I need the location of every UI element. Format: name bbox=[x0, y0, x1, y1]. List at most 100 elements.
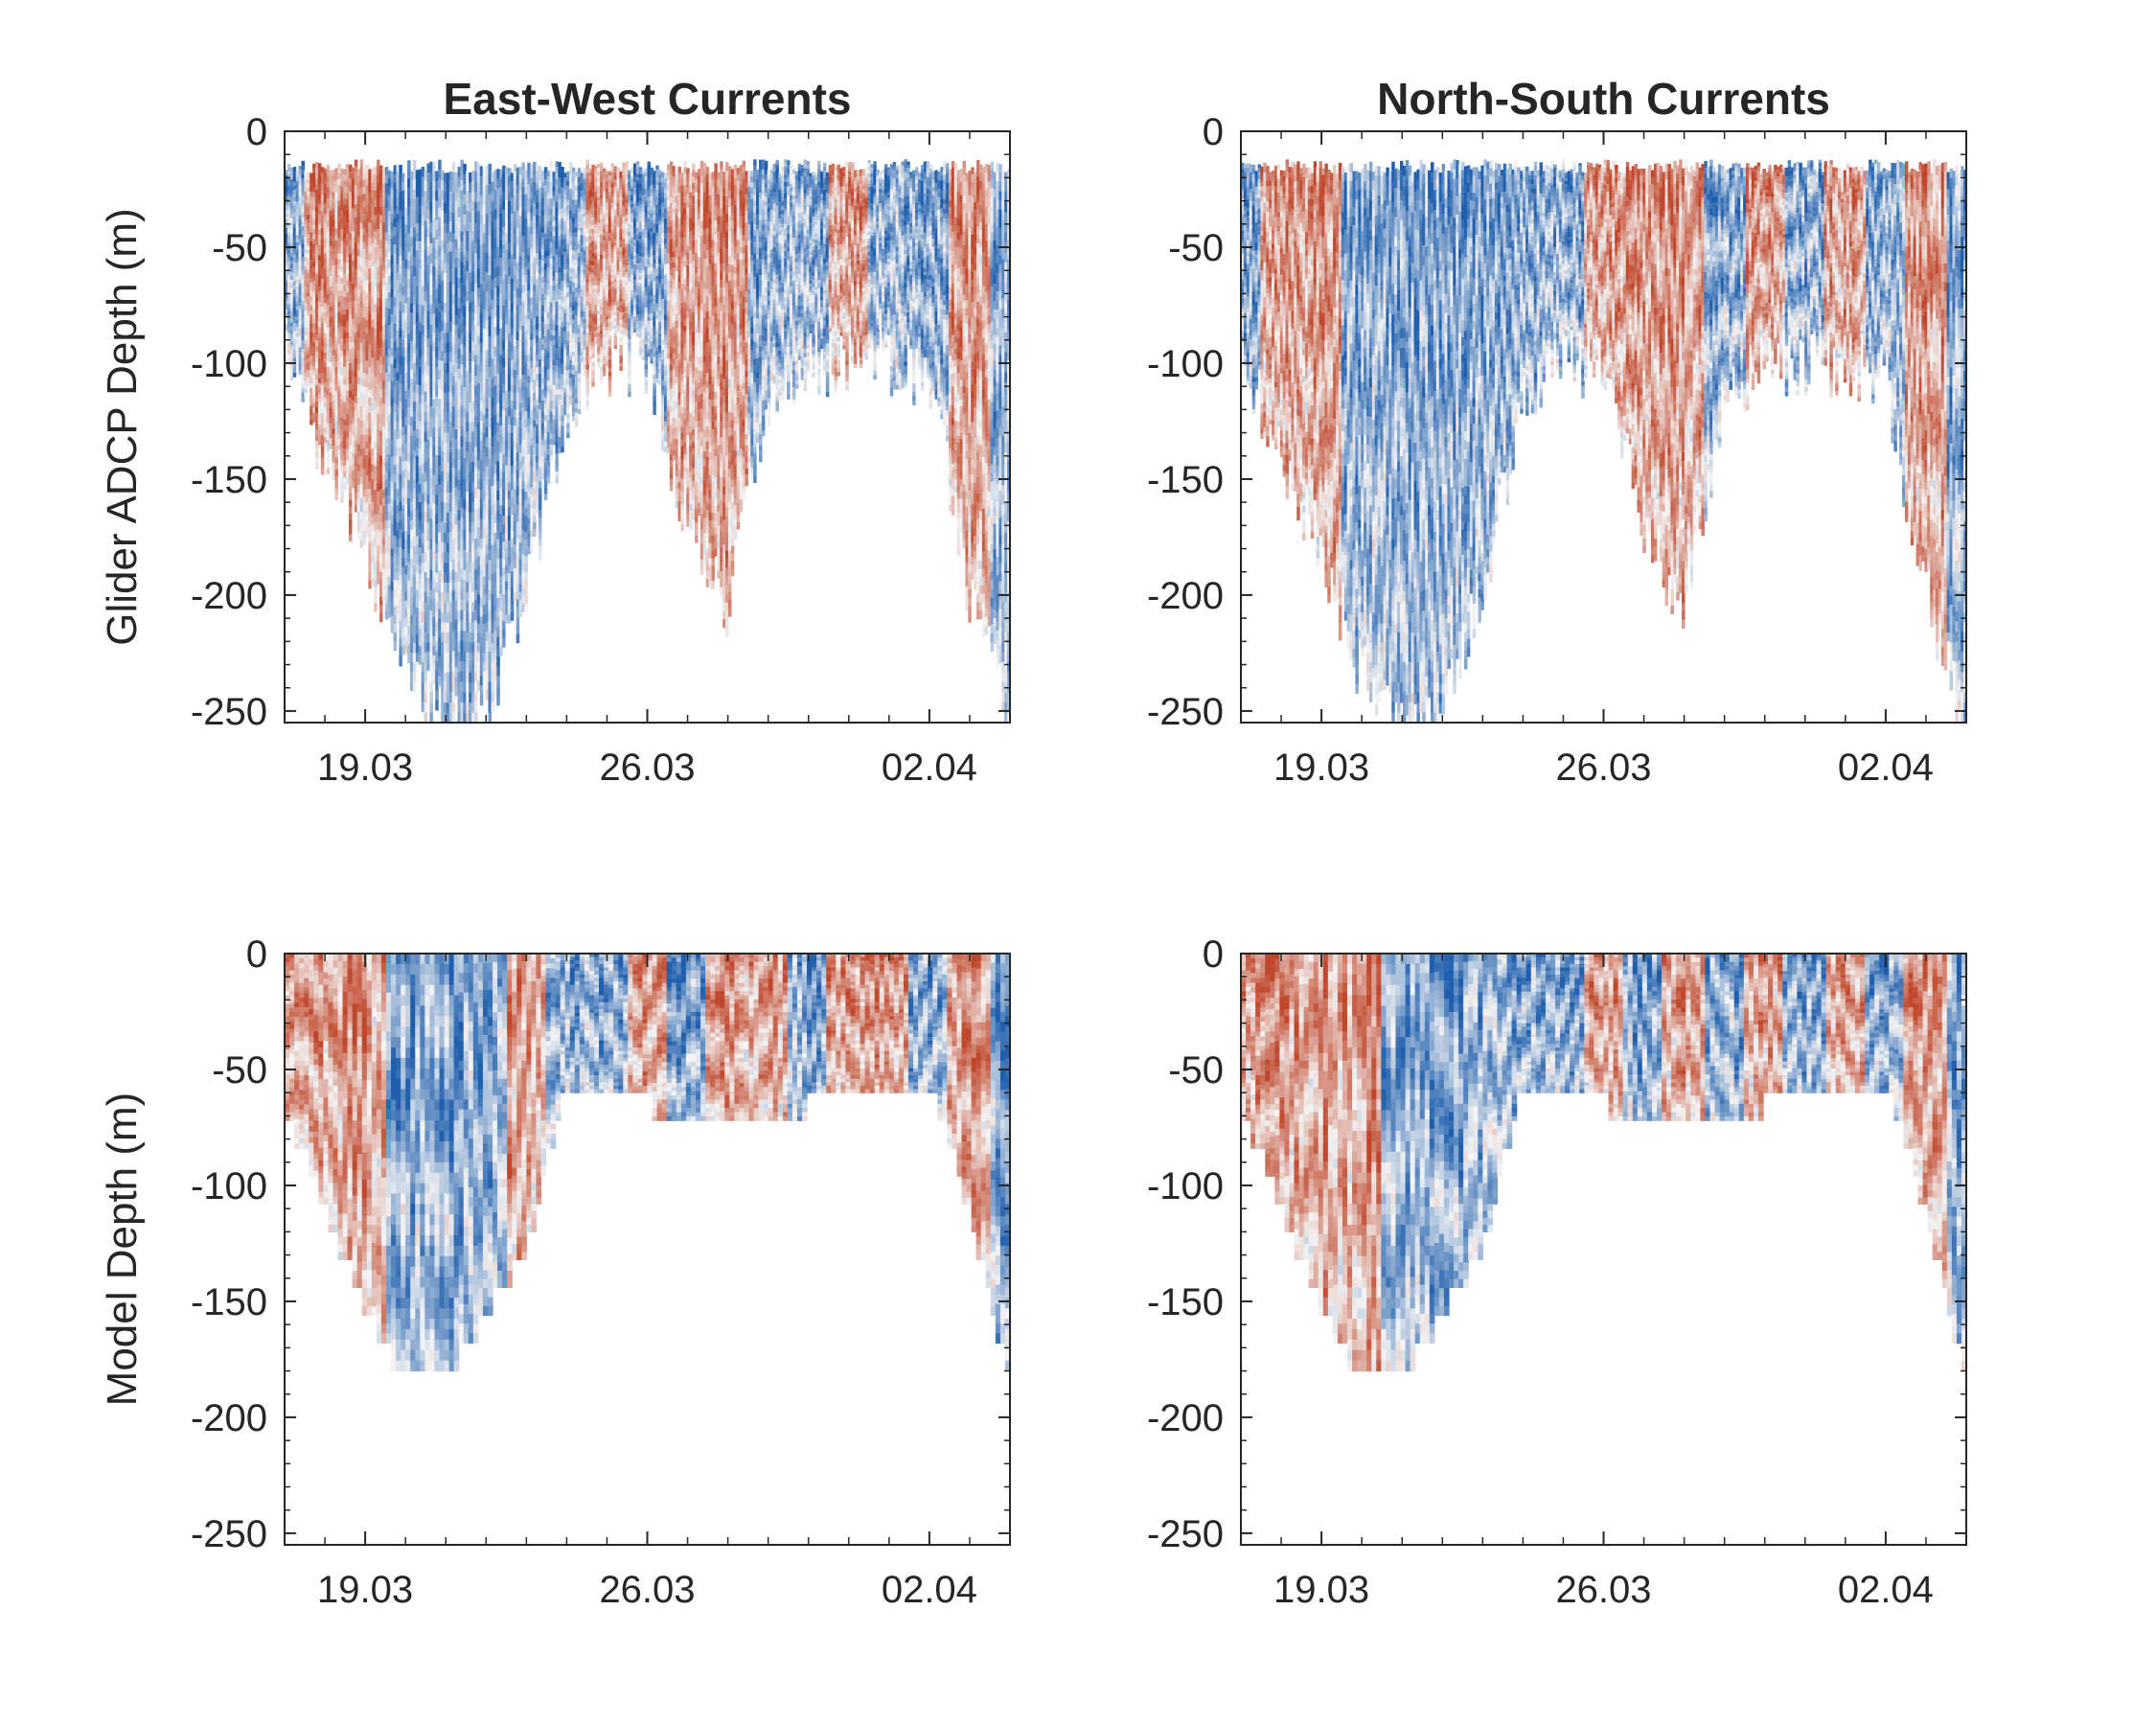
heatmap-cell bbox=[315, 334, 319, 341]
heatmap-cell bbox=[289, 284, 294, 288]
heatmap-cell bbox=[320, 434, 325, 442]
heatmap-cell bbox=[343, 326, 347, 334]
heatmap-cell bbox=[326, 395, 331, 402]
heatmap-cell bbox=[307, 276, 310, 282]
heatmap-cell bbox=[304, 232, 308, 238]
heatmap-cell bbox=[301, 173, 305, 179]
heatmap-cell bbox=[315, 379, 319, 386]
heatmap-cell bbox=[289, 187, 294, 192]
heatmap-cell bbox=[340, 277, 344, 285]
heatmap-cell bbox=[326, 181, 331, 188]
heatmap-cell bbox=[295, 225, 300, 230]
heatmap-cell bbox=[496, 676, 500, 687]
heatmap-cell bbox=[329, 210, 333, 217]
heatmap-cell bbox=[334, 228, 338, 236]
heatmap-cell bbox=[307, 381, 310, 387]
heatmap-cell bbox=[320, 451, 325, 458]
heatmap-cell bbox=[298, 298, 303, 303]
heatmap-cell bbox=[312, 417, 316, 424]
heatmap-cell bbox=[304, 286, 308, 291]
heatmap-cell bbox=[315, 362, 319, 369]
heatmap-cell bbox=[295, 327, 300, 332]
heatmap-cell bbox=[301, 296, 305, 302]
heatmap-cell bbox=[354, 255, 358, 264]
heatmap-cell bbox=[292, 269, 297, 275]
heatmap-cell bbox=[304, 207, 308, 213]
heatmap-cell bbox=[348, 260, 353, 268]
heatmap-cell bbox=[320, 256, 325, 263]
heatmap-cell bbox=[298, 192, 303, 197]
heatmap-cell bbox=[351, 324, 356, 332]
heatmap-cell bbox=[317, 327, 322, 334]
heatmap-cell bbox=[323, 342, 328, 349]
heatmap-cell bbox=[315, 279, 319, 286]
heatmap-cell bbox=[343, 180, 347, 188]
heatmap-cell bbox=[346, 309, 350, 316]
heatmap-cell bbox=[317, 168, 322, 174]
heatmap-cell bbox=[346, 187, 350, 195]
heatmap-cell bbox=[326, 417, 331, 424]
heatmap-cell bbox=[315, 440, 319, 448]
heatmap-cell bbox=[354, 204, 358, 212]
heatmap-cell bbox=[287, 286, 291, 290]
heatmap-cell bbox=[317, 286, 322, 292]
heatmap-cell bbox=[320, 239, 325, 246]
heatmap-cell bbox=[317, 250, 322, 256]
heatmap-cell bbox=[315, 162, 319, 169]
heatmap-cell bbox=[295, 286, 300, 290]
heatmap-cell bbox=[295, 218, 300, 223]
heatmap-cell bbox=[329, 174, 333, 181]
heatmap-cell bbox=[289, 237, 294, 242]
heatmap-cell bbox=[312, 370, 316, 377]
heatmap-cell bbox=[301, 187, 305, 193]
heatmap-cell bbox=[304, 306, 308, 311]
heatmap-cell bbox=[359, 441, 364, 449]
heatmap-cell bbox=[298, 177, 303, 182]
heatmap-cell bbox=[295, 262, 300, 267]
heatmap-cell bbox=[332, 428, 336, 435]
heatmap-cell bbox=[298, 199, 303, 205]
heatmap-cell bbox=[317, 275, 322, 282]
heatmap-cell bbox=[320, 284, 325, 291]
heatmap-cell bbox=[348, 527, 353, 536]
heatmap-cell bbox=[292, 285, 297, 290]
heatmap-cell bbox=[510, 604, 515, 613]
heatmap-cell bbox=[287, 174, 291, 179]
heatmap-cell bbox=[310, 405, 313, 412]
heatmap-cell bbox=[310, 374, 313, 380]
heatmap-cell bbox=[326, 350, 331, 356]
heatmap-cell bbox=[348, 205, 353, 214]
heatmap-cell bbox=[301, 178, 305, 184]
heatmap-cell bbox=[334, 397, 338, 404]
heatmap-cell bbox=[356, 249, 361, 258]
heatmap-cell bbox=[295, 191, 300, 196]
heatmap-cell bbox=[354, 197, 358, 205]
heatmap-cell bbox=[307, 362, 310, 367]
heatmap-cell bbox=[323, 272, 328, 279]
heatmap-cell bbox=[287, 307, 291, 312]
heatmap-cell bbox=[343, 285, 347, 292]
heatmap-cell bbox=[287, 278, 291, 284]
heatmap-cell bbox=[285, 254, 288, 258]
heatmap-cell bbox=[346, 251, 350, 258]
heatmap-cell bbox=[310, 204, 313, 211]
heatmap-cell bbox=[287, 282, 291, 287]
heatmap-cell bbox=[334, 391, 338, 399]
heatmap-cell bbox=[343, 279, 347, 287]
heatmap-cell bbox=[315, 273, 319, 280]
heatmap-cell bbox=[346, 280, 350, 288]
heatmap-cell bbox=[289, 179, 294, 184]
heatmap-cell bbox=[356, 202, 361, 211]
heatmap-cell bbox=[298, 283, 303, 288]
heatmap-cell bbox=[346, 472, 350, 479]
heatmap-cell bbox=[337, 169, 341, 175]
heatmap-cell bbox=[343, 396, 347, 402]
heatmap-cell bbox=[315, 257, 319, 264]
heatmap-cell bbox=[285, 196, 288, 200]
heatmap-cell bbox=[326, 237, 331, 244]
heatmap-cell bbox=[317, 336, 322, 343]
heatmap-cell bbox=[343, 366, 347, 374]
heatmap-cell bbox=[317, 342, 322, 349]
heatmap-cell bbox=[334, 270, 338, 278]
heatmap-cell bbox=[292, 327, 297, 332]
